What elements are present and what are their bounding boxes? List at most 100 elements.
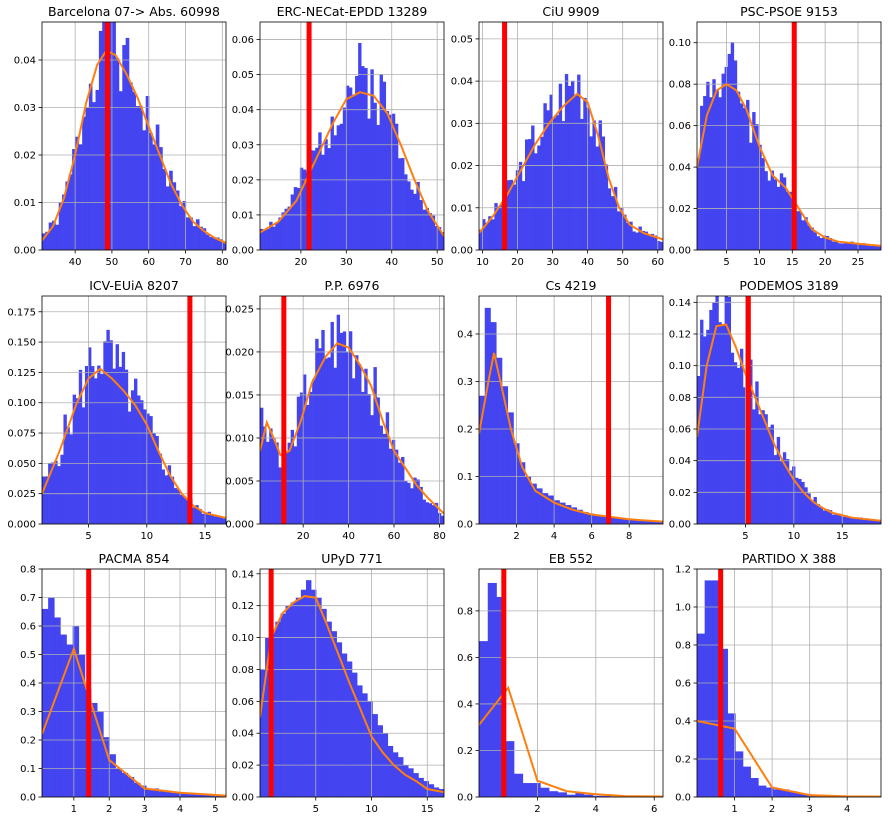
panel-title: EB 552 xyxy=(549,551,593,566)
axes-frame xyxy=(41,295,227,525)
histogram-bar xyxy=(300,589,307,797)
histogram-bar xyxy=(584,794,594,797)
histogram-bar xyxy=(296,187,301,250)
histogram-bar xyxy=(266,441,270,524)
histogram-bar xyxy=(437,226,442,250)
x-tick-label: 40 xyxy=(342,531,355,542)
histogram-bar xyxy=(482,219,486,250)
histogram-bar xyxy=(862,243,866,250)
histogram-bar xyxy=(146,788,153,797)
y-tick-label: 0.10 xyxy=(669,361,691,372)
histogram-bar xyxy=(149,132,153,250)
x-tick-label: 1 xyxy=(71,804,77,815)
histogram-bar xyxy=(709,97,713,250)
histogram-bar xyxy=(321,608,327,797)
axes-frame xyxy=(696,21,882,251)
histogram-bar xyxy=(342,331,347,524)
histogram-bar xyxy=(287,442,291,524)
histogram-bar xyxy=(266,228,270,250)
x-tick-label: 15 xyxy=(836,531,849,542)
histogram-bar xyxy=(525,476,532,524)
histogram-bar xyxy=(736,367,741,524)
histogram-bar xyxy=(103,341,107,524)
y-tick-label: 0.000 xyxy=(225,520,254,531)
histogram-bar xyxy=(321,329,325,524)
histogram-bar xyxy=(561,121,566,250)
histogram-bar xyxy=(752,112,756,250)
histogram-bar xyxy=(173,488,178,524)
y-tick-label: 0.03 xyxy=(232,140,254,151)
histogram-bar xyxy=(134,782,141,797)
histogram-bar xyxy=(781,789,790,797)
histogram-bar xyxy=(164,791,172,797)
histogram-bar xyxy=(309,391,313,524)
histogram-bar xyxy=(422,499,426,524)
histogram-bar xyxy=(352,378,356,524)
histogram-bar xyxy=(789,191,793,250)
histogram-bar xyxy=(128,82,133,250)
y-tick-label: 0.4 xyxy=(457,330,473,341)
histogram-bar xyxy=(651,521,658,524)
histogram-bar xyxy=(831,514,836,524)
histogram-bar xyxy=(169,170,173,250)
histogram-bar xyxy=(45,476,49,524)
x-tick-label: 10 xyxy=(476,257,489,268)
histogram-bar xyxy=(828,238,833,250)
histogram-bar xyxy=(853,518,857,524)
histogram-bar xyxy=(401,158,405,250)
histogram-bar xyxy=(592,795,602,797)
histogram-bar xyxy=(222,518,226,524)
histogram-bar xyxy=(825,509,830,524)
histogram-bar xyxy=(718,97,722,250)
histogram-bar xyxy=(311,589,317,797)
histogram-bar xyxy=(207,511,211,524)
histogram-bar xyxy=(401,456,405,524)
histogram-bar xyxy=(589,136,593,250)
histogram-bar xyxy=(434,502,439,524)
histogram-bar xyxy=(804,217,808,250)
histogram-bar xyxy=(352,672,358,797)
histogram-bar xyxy=(706,329,710,524)
panel-12: 1 2 3 4 0.0 0.2 0.4 0.6 0.8 1.0 1.2 PARTIDO X 388 xyxy=(675,551,882,815)
y-tick-label: 0.8 xyxy=(675,641,691,652)
histogram-bar xyxy=(370,415,374,524)
histogram-bar xyxy=(566,794,576,797)
histogram-bar xyxy=(490,322,497,524)
histogram-bar xyxy=(275,222,279,250)
histogram-bar xyxy=(488,216,492,250)
axes-frame xyxy=(259,295,445,525)
x-tick-label: 1 xyxy=(731,804,737,815)
y-tick-label: 0.4 xyxy=(675,717,691,728)
y-tick-label: 0.06 xyxy=(232,35,254,46)
histogram-bar xyxy=(623,214,627,250)
histogram-bar xyxy=(159,147,163,250)
histogram-bar xyxy=(782,452,787,524)
histogram-bar xyxy=(410,488,414,524)
y-tick-label: 0.125 xyxy=(7,368,36,379)
histogram-bar xyxy=(776,186,781,250)
histogram-bar xyxy=(195,794,202,797)
x-tick-label: 15 xyxy=(199,531,212,542)
histogram-bar xyxy=(75,136,80,250)
x-tick-label: 40 xyxy=(581,257,594,268)
histogram-bar xyxy=(146,413,150,524)
histogram-bar xyxy=(263,426,267,524)
x-tick-label: 80 xyxy=(216,257,229,268)
histogram-bar xyxy=(502,386,509,524)
histogram-bar xyxy=(874,244,879,250)
histogram-bar xyxy=(407,181,411,250)
histogram-bar xyxy=(109,754,116,797)
histogram-bar xyxy=(280,613,286,797)
histogram-bar xyxy=(739,103,744,250)
histogram-bar xyxy=(700,105,704,250)
histogram-bar xyxy=(709,309,713,524)
histogram-bar xyxy=(142,130,147,250)
histogram-bar xyxy=(743,108,747,250)
histogram-bar xyxy=(536,488,543,524)
y-tick-label: 0.0 xyxy=(20,793,36,804)
histogram-bar xyxy=(594,514,601,524)
histogram-bar xyxy=(219,517,224,524)
y-tick-label: 0.00 xyxy=(669,246,691,257)
histogram-bar xyxy=(284,208,288,250)
panel-title: Cs 4219 xyxy=(545,278,596,293)
